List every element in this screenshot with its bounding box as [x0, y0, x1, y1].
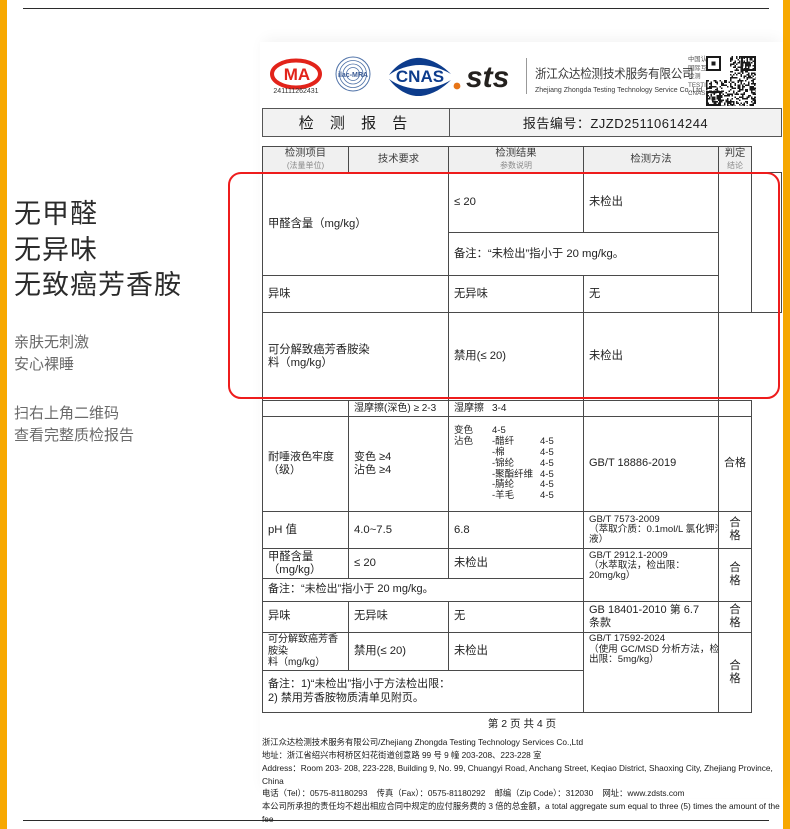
svg-text:241111262431: 241111262431	[273, 88, 318, 95]
svg-text:MA: MA	[284, 65, 310, 84]
svg-text:CNAS: CNAS	[396, 67, 444, 86]
svg-text:sts: sts	[466, 61, 509, 94]
svg-text:ilac-MRA: ilac-MRA	[338, 72, 368, 79]
